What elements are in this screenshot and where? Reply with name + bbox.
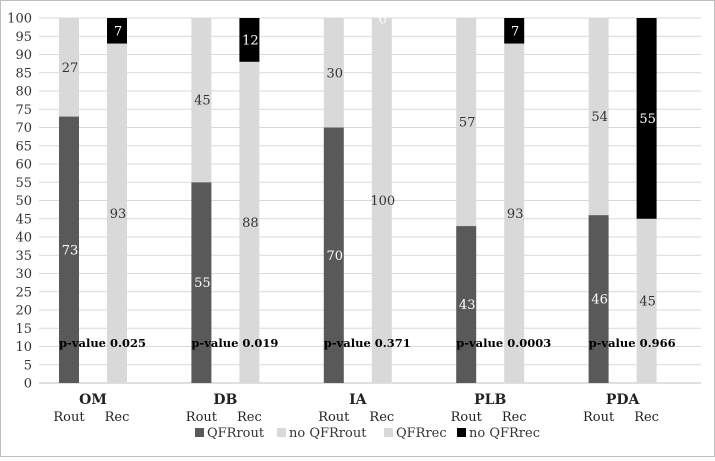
bar-plb-rout-no-qfrrout — [456, 18, 477, 227]
legend-label-qfrrout: QFRrout — [207, 426, 265, 441]
group-label-plb: PLB — [474, 392, 506, 408]
y-tick-label-90: 90 — [15, 48, 32, 63]
data-label-ia-rout-qfrrout: 70 — [327, 249, 344, 264]
bar-label-pda-rout: Rout — [583, 410, 615, 425]
y-tick-label-5: 5 — [24, 358, 32, 373]
data-label-pda-rec-no-qfrrec: 55 — [639, 112, 656, 127]
y-tick-label-15: 15 — [15, 322, 32, 337]
bar-label-db-rout: Rout — [186, 410, 218, 425]
legend: QFRrout no QFRrout QFRrec no QFRrec — [195, 426, 540, 441]
data-label-db-rout-no-qfrrout: 45 — [194, 94, 211, 109]
data-label-om-rout-no-qfrrout: 27 — [62, 61, 79, 76]
data-label-plb-rec-no-qfrrec: 7 — [511, 24, 519, 39]
data-label-pda-rout-no-qfrrout: 54 — [591, 110, 608, 125]
bar-plb-rout-qfrrout — [456, 226, 477, 383]
group-label-ia: IA — [349, 392, 368, 408]
p-value-db: p-value 0.019 — [191, 336, 278, 350]
y-tick-label-30: 30 — [15, 267, 32, 282]
p-value-labels: p-value 0.025 p-value 0.019 p-value 0.371 p-va… — [59, 336, 676, 350]
data-label-pda-rec-qfrrec: 45 — [639, 294, 656, 309]
bar-label-om-rout: Rout — [53, 410, 85, 425]
bar-label-db-rec: Rec — [237, 410, 262, 425]
y-tick-label-55: 55 — [15, 176, 32, 191]
bar-label-ia-rout: Rout — [318, 410, 350, 425]
bar-db-rec-no-qfrrec — [239, 18, 260, 62]
data-label-plb-rout-qfrrout: 43 — [459, 298, 476, 313]
bar-label-plb-rout: Rout — [451, 410, 483, 425]
bars — [59, 18, 657, 384]
bar-label-ia-rec: Rec — [369, 410, 394, 425]
data-label-ia-rec-no-qfrrec: 0 — [379, 13, 387, 28]
p-value-plb: p-value 0.0003 — [456, 336, 551, 350]
y-tick-label-50: 50 — [15, 194, 32, 209]
legend-label-no-qfrrec: no QFRrec — [469, 426, 540, 441]
y-tick-label-35: 35 — [15, 249, 32, 264]
legend-swatch-qfrrec — [384, 428, 393, 437]
bar-om-rout-qfrrout — [59, 116, 79, 384]
p-value-ia: p-value 0.371 — [324, 336, 411, 350]
bar-ia-rec-qfrrec — [371, 18, 392, 383]
y-tick-label-60: 60 — [15, 158, 32, 173]
bar-ia-rout-qfrrout — [323, 127, 344, 383]
y-tick-label-65: 65 — [15, 139, 32, 154]
legend-label-no-qfrrout: no QFRrout — [289, 426, 367, 441]
y-tick-label-0: 0 — [24, 377, 32, 392]
p-value-pda: p-value 0.966 — [589, 336, 676, 350]
legend-label-qfrrec: QFRrec — [396, 426, 447, 441]
y-tick-label-45: 45 — [15, 212, 32, 227]
y-tick-label-70: 70 — [15, 121, 32, 136]
bar-plb-rec-qfrrec — [504, 43, 525, 384]
legend-swatch-no-qfrrout — [277, 428, 286, 437]
group-label-om: OM — [79, 392, 107, 408]
bar-db-rout-no-qfrrout — [191, 18, 212, 183]
y-tick-label-95: 95 — [15, 30, 32, 45]
bar-label-om-rec: Rec — [105, 410, 130, 425]
bar-label-pda-rec: Rec — [634, 410, 659, 425]
bar-ia-rout-no-qfrrout — [323, 18, 344, 128]
legend-swatch-qfrrout — [195, 428, 204, 437]
data-label-plb-rout-no-qfrrout: 57 — [459, 116, 476, 131]
y-tick-label-75: 75 — [15, 103, 32, 118]
bar-pda-rec-qfrrec — [636, 218, 657, 383]
data-label-db-rec-no-qfrrec: 12 — [242, 33, 259, 48]
data-label-om-rec-qfrrec: 93 — [110, 207, 127, 222]
bar-label-plb-rec: Rec — [502, 410, 527, 425]
legend-swatch-no-qfrrec — [457, 428, 466, 437]
data-label-pda-rout-qfrrout: 46 — [591, 293, 608, 308]
bar-pda-rec-no-qfrrec — [636, 18, 657, 219]
y-tick-label-85: 85 — [15, 66, 32, 81]
y-tick-label-80: 80 — [15, 85, 32, 100]
data-label-ia-rec-qfrrec: 100 — [370, 194, 395, 209]
y-tick-label-40: 40 — [15, 231, 32, 246]
bar-db-rec-qfrrec — [239, 61, 260, 384]
bar-pda-rout-qfrrout — [588, 215, 609, 383]
data-label-om-rout-qfrrout: 73 — [62, 243, 79, 258]
bar-om-rout-no-qfrrout — [59, 18, 79, 117]
y-tick-label-10: 10 — [15, 340, 32, 355]
bar-om-rec-no-qfrrec — [107, 18, 127, 44]
data-label-ia-rout-no-qfrrout: 30 — [327, 66, 344, 81]
data-label-plb-rec-qfrrec: 93 — [507, 207, 524, 222]
data-label-om-rec-no-qfrrec: 7 — [114, 24, 122, 39]
bar-pda-rout-no-qfrrout — [588, 18, 609, 216]
data-label-db-rec-qfrrec: 88 — [242, 216, 259, 231]
y-axis-ticks: 0 5 10 15 20 25 30 35 40 45 50 55 60 65 70 75 80 85 90 95 10… — [7, 12, 32, 392]
group-label-db: DB — [213, 392, 237, 408]
data-label-db-rout-qfrrout: 55 — [194, 276, 211, 291]
y-tick-label-25: 25 — [15, 285, 32, 300]
bar-om-rec-qfrrec — [107, 43, 127, 384]
segment-labels: 73 27 93 7 55 45 88 12 70 30 100 0 43 57 93 7 46 54 45 55 — [62, 13, 656, 314]
y-tick-label-100: 100 — [7, 12, 32, 27]
group-label-pda: PDA — [606, 392, 641, 408]
p-value-om: p-value 0.025 — [59, 336, 146, 350]
y-tick-label-20: 20 — [15, 304, 32, 319]
bar-plb-rec-no-qfrrec — [504, 18, 525, 44]
bar-db-rout-qfrrout — [191, 182, 212, 383]
